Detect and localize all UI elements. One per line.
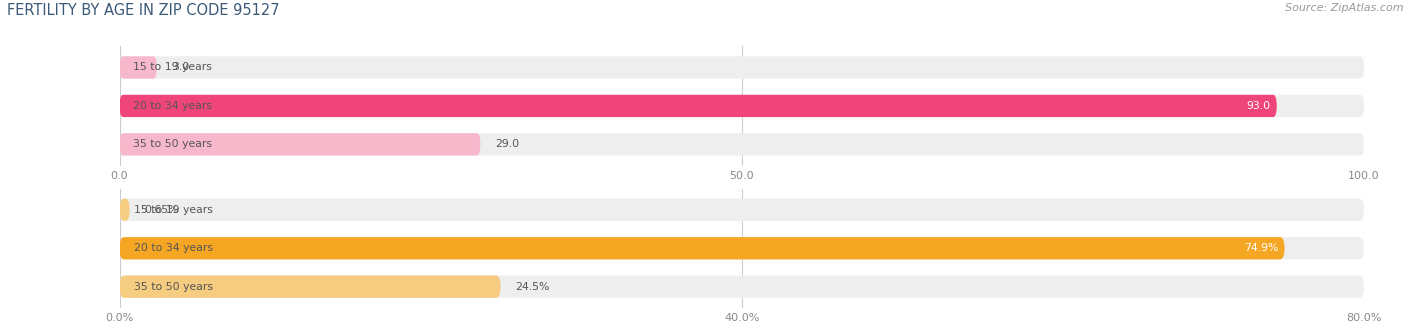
Text: 0.65%: 0.65% bbox=[145, 205, 179, 215]
FancyBboxPatch shape bbox=[120, 199, 1364, 221]
Text: FERTILITY BY AGE IN ZIP CODE 95127: FERTILITY BY AGE IN ZIP CODE 95127 bbox=[7, 3, 280, 18]
Text: 15 to 19 years: 15 to 19 years bbox=[134, 63, 212, 72]
FancyBboxPatch shape bbox=[120, 95, 1364, 117]
Text: 3.0: 3.0 bbox=[172, 63, 188, 72]
FancyBboxPatch shape bbox=[120, 237, 1364, 260]
FancyBboxPatch shape bbox=[120, 133, 1364, 156]
FancyBboxPatch shape bbox=[120, 95, 1277, 117]
Text: Source: ZipAtlas.com: Source: ZipAtlas.com bbox=[1285, 3, 1403, 13]
Text: 20 to 34 years: 20 to 34 years bbox=[134, 243, 212, 253]
Text: 24.5%: 24.5% bbox=[516, 282, 550, 292]
Text: 15 to 19 years: 15 to 19 years bbox=[134, 205, 212, 215]
FancyBboxPatch shape bbox=[120, 56, 157, 79]
FancyBboxPatch shape bbox=[120, 237, 1285, 260]
FancyBboxPatch shape bbox=[120, 199, 129, 221]
FancyBboxPatch shape bbox=[120, 56, 1364, 79]
FancyBboxPatch shape bbox=[120, 275, 501, 298]
Text: 29.0: 29.0 bbox=[495, 139, 519, 149]
FancyBboxPatch shape bbox=[120, 275, 1364, 298]
FancyBboxPatch shape bbox=[120, 133, 481, 156]
Text: 35 to 50 years: 35 to 50 years bbox=[134, 139, 212, 149]
Text: 93.0: 93.0 bbox=[1246, 101, 1271, 111]
Text: 74.9%: 74.9% bbox=[1244, 243, 1278, 253]
Text: 20 to 34 years: 20 to 34 years bbox=[134, 101, 212, 111]
Text: 35 to 50 years: 35 to 50 years bbox=[134, 282, 212, 292]
